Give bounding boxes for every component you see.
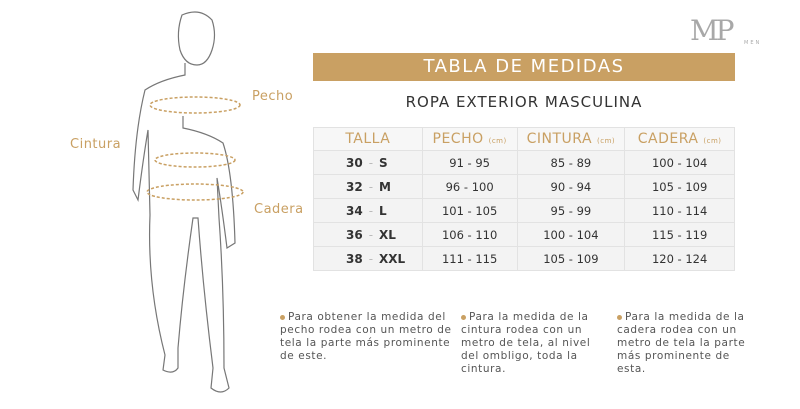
cadera-cell: 120 - 124 xyxy=(624,246,735,271)
cintura-cell: 90 - 94 xyxy=(516,174,626,199)
table-row: 38- XXL 111 - 115 105 - 109 120 - 124 xyxy=(313,246,735,271)
table-row: 32- M 96 - 100 90 - 94 105 - 109 xyxy=(313,174,735,199)
talla-cell: 36- XL xyxy=(313,222,423,247)
logo-text: MP xyxy=(690,14,734,47)
bullet-icon xyxy=(461,314,466,320)
talla-cell: 38- XXL xyxy=(313,246,423,271)
table-row: 34- L 101 - 105 95 - 99 110 - 114 xyxy=(313,198,735,223)
talla-cell: 30- S xyxy=(313,150,423,175)
page-title-banner: TABLA DE MEDIDAS xyxy=(313,53,735,81)
cadera-cell: 100 - 104 xyxy=(624,150,735,175)
table-header-row: TALLA PECHO (cm) CINTURA (cm) CADERA (cm… xyxy=(313,127,735,151)
cintura-label: Cintura xyxy=(70,137,122,152)
cadera-cell: 105 - 109 xyxy=(624,174,735,199)
pecho-cell: 106 - 110 xyxy=(421,222,518,247)
pecho-cell: 91 - 95 xyxy=(421,150,518,175)
size-table: TALLA PECHO (cm) CINTURA (cm) CADERA (cm… xyxy=(313,127,735,271)
man-figure-illustration xyxy=(132,11,244,393)
cintura-cell: 85 - 89 xyxy=(516,150,626,175)
talla-cell: 32- M xyxy=(313,174,423,199)
pecho-cell: 101 - 105 xyxy=(421,198,518,223)
header-cintura: CINTURA (cm) xyxy=(516,127,626,151)
cadera-cell: 110 - 114 xyxy=(624,198,735,223)
bullet-icon xyxy=(280,314,285,320)
table-row: 36- XL 106 - 110 100 - 104 115 - 119 xyxy=(313,222,735,247)
subtitle: ROPA EXTERIOR MASCULINA xyxy=(405,93,643,111)
pecho-cell: 111 - 115 xyxy=(421,246,518,271)
note-cadera: Para la medida de la cadera rodea con un… xyxy=(617,311,746,375)
header-cadera: CADERA (cm) xyxy=(624,127,735,151)
cintura-cell: 95 - 99 xyxy=(516,198,626,223)
pecho-label: Pecho xyxy=(252,89,294,104)
logo-subtext: MEN xyxy=(744,40,762,46)
cadera-cell: 115 - 119 xyxy=(624,222,735,247)
table-row: 30- S 91 - 95 85 - 89 100 - 104 xyxy=(313,150,735,175)
cintura-cell: 100 - 104 xyxy=(516,222,626,247)
note-cintura: Para la medida de la cintura rodea con u… xyxy=(461,311,591,375)
pecho-cell: 96 - 100 xyxy=(421,174,518,199)
cadera-label: Cadera xyxy=(254,202,304,217)
header-pecho: PECHO (cm) xyxy=(421,127,518,151)
brand-logo: MP MEN xyxy=(690,14,790,54)
talla-cell: 34- L xyxy=(313,198,423,223)
note-pecho: Para obtener la medida del pecho rodea c… xyxy=(280,311,452,362)
bullet-icon xyxy=(617,314,622,320)
cintura-cell: 105 - 109 xyxy=(516,246,626,271)
header-talla: TALLA xyxy=(313,127,423,151)
